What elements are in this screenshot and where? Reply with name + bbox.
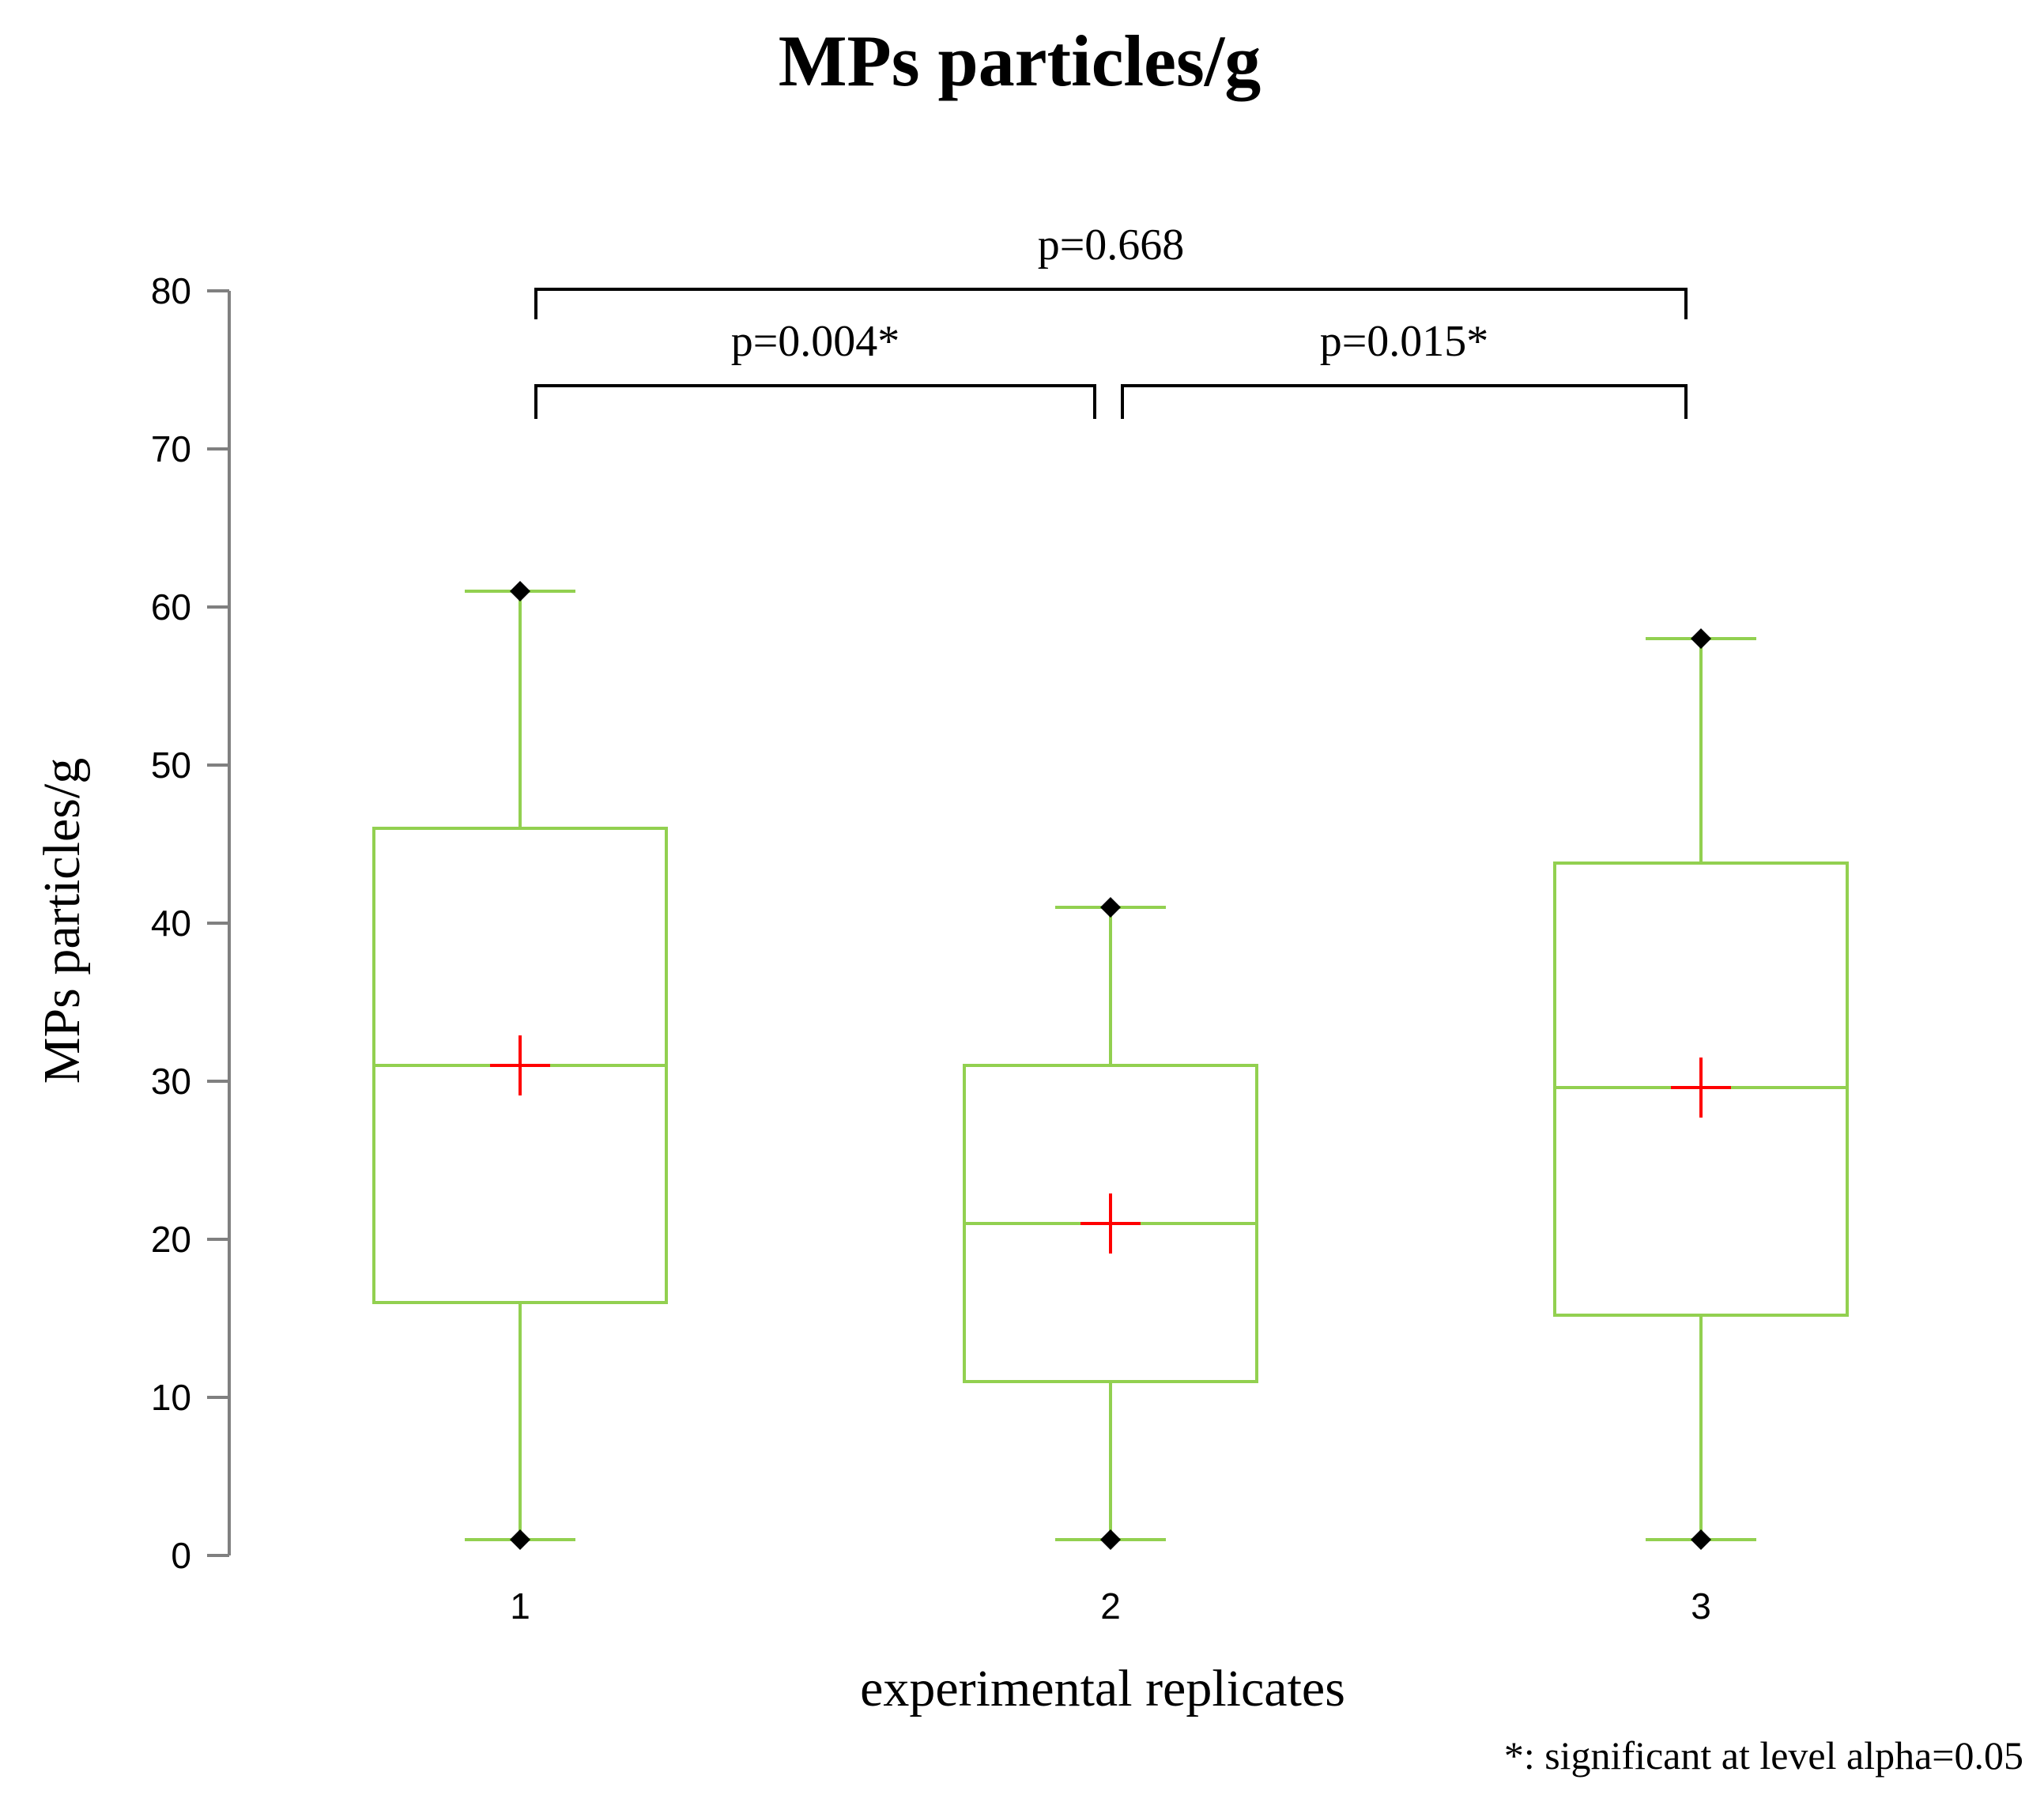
bracket-2-3: p=0.015* [1121,317,1688,419]
min-point [510,1529,530,1550]
y-tick-label: 30 [151,1061,191,1102]
x-tick-label: 1 [510,1585,530,1627]
y-tick-label: 10 [151,1377,191,1418]
p-value-label: p=0.004* [731,317,900,366]
bracket-line [1121,384,1688,419]
y-tick-label: 40 [151,903,191,944]
x-tick-label: 3 [1691,1585,1711,1627]
significance-brackets: p=0.004* p=0.015* p=0.668 [534,221,1688,419]
max-point [1100,897,1121,918]
y-tick-label: 50 [151,745,191,786]
p-value-label: p=0.668 [1038,221,1185,270]
y-tick-label: 70 [151,428,191,469]
bracket-1-3: p=0.668 [534,221,1688,319]
y-tick-label: 80 [151,270,191,311]
x-tick-label: 2 [1100,1585,1121,1627]
box-3: 3 [1553,628,1849,1627]
y-axis-label: MPs particles/g [33,758,91,1084]
min-point [1100,1529,1121,1550]
box-2: 2 [963,897,1258,1627]
max-point [1691,628,1711,649]
max-point [510,581,530,601]
bracket-line [534,384,1096,419]
y-tick-label: 0 [171,1535,191,1576]
boxes: 1 2 3 [372,581,1849,1627]
bracket-line [534,288,1688,319]
y-axis: 0 10 20 30 40 50 60 70 80 [151,270,231,1576]
y-tick-label: 20 [151,1219,191,1260]
bracket-1-2: p=0.004* [534,317,1096,419]
min-point [1691,1529,1711,1550]
box-1: 1 [372,581,668,1627]
y-tick-label: 60 [151,586,191,628]
p-value-label: p=0.015* [1320,317,1489,366]
significance-footnote: *: significant at level alpha=0.05 [1504,1733,2023,1778]
x-axis-label: experimental replicates [860,1660,1345,1717]
chart-title: MPs particles/g [779,21,1261,101]
